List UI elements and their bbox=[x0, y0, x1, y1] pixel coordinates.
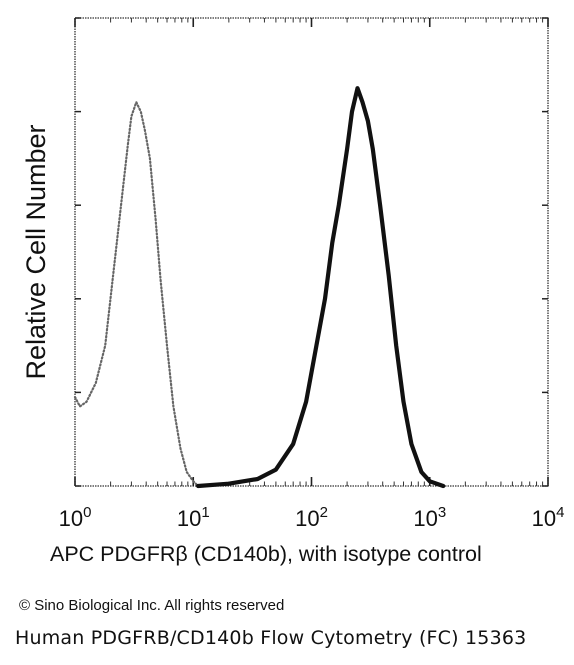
x-tick-label: 102 bbox=[295, 504, 328, 531]
copyright-notice: © Sino Biological Inc. All rights reserv… bbox=[19, 597, 285, 614]
plot-frame bbox=[74, 17, 549, 487]
x-axis-ticks bbox=[74, 18, 549, 486]
x-axis-label: APC PDGFRβ (CD140b), with isotype contro… bbox=[50, 542, 482, 566]
x-tick-label: 103 bbox=[413, 504, 446, 531]
plot-border bbox=[74, 17, 549, 487]
series-layer bbox=[73, 86, 446, 489]
x-axis-tick-labels: 100 101 102 103 104 bbox=[59, 504, 565, 531]
y-axis-label: Relative Cell Number bbox=[21, 124, 51, 379]
flow-cytometry-chart: 100 101 102 103 104 Relative Cell Number APC… bbox=[21, 17, 565, 566]
isotype-control-histogram bbox=[73, 101, 200, 488]
y-axis-ticks bbox=[75, 17, 548, 487]
figure-caption: Human PDGFRB/CD140b Flow Cytometry (FC) … bbox=[15, 627, 527, 649]
x-tick-label: 100 bbox=[59, 504, 92, 531]
x-tick-label: 101 bbox=[177, 504, 210, 531]
pdgfrb-histogram bbox=[196, 86, 446, 489]
x-tick-label: 104 bbox=[532, 504, 565, 531]
